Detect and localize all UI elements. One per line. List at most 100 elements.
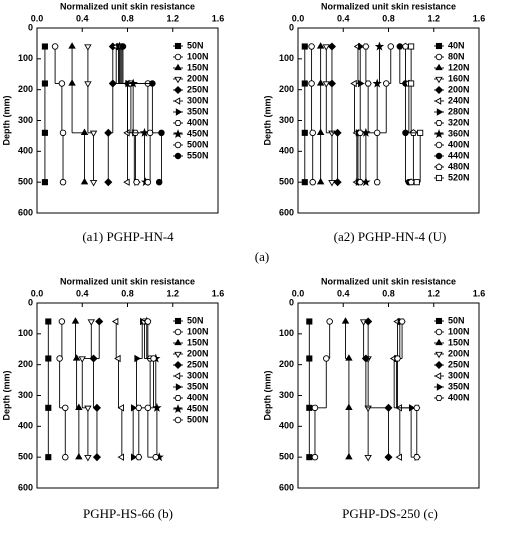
legend-label: 150N — [187, 337, 209, 347]
marker — [41, 80, 48, 87]
marker — [59, 129, 67, 137]
marker — [373, 178, 381, 186]
marker — [80, 177, 89, 185]
y-tick-label: 600 — [18, 207, 33, 217]
legend-marker — [434, 360, 444, 370]
legend-label: 520N — [448, 172, 470, 182]
legend-label: 400N — [187, 392, 209, 402]
marker — [41, 129, 48, 136]
y-tick-label: 100 — [279, 328, 294, 338]
y-tick-label: 0 — [289, 22, 294, 32]
x-tick-label: 0.0 — [292, 288, 305, 298]
legend-marker — [173, 129, 183, 138]
marker — [328, 180, 336, 187]
legend-label: 250N — [187, 84, 209, 94]
legend-label: 500N — [187, 414, 209, 424]
legend-marker — [435, 63, 443, 71]
legend-label: 300N — [187, 95, 209, 105]
legend-label: 150N — [187, 62, 209, 72]
marker — [327, 79, 336, 88]
y-tick-label: 400 — [18, 421, 33, 431]
x-tick-label: 0.8 — [382, 288, 395, 298]
marker — [326, 318, 333, 325]
marker — [306, 404, 313, 411]
x-axis-title: Normalized unit skin resistance — [60, 276, 195, 286]
marker — [306, 355, 313, 362]
y-tick-label: 500 — [279, 177, 294, 187]
marker — [396, 43, 404, 50]
legend-label: 300N — [448, 370, 470, 380]
marker — [316, 79, 325, 86]
legend-label: 40N — [448, 40, 465, 50]
marker — [62, 453, 69, 461]
legend-label: 250N — [187, 359, 209, 369]
marker — [131, 404, 138, 412]
x-tick-label: 0.4 — [76, 288, 89, 298]
marker — [345, 452, 353, 460]
legend-marker — [435, 174, 443, 182]
marker — [62, 404, 69, 412]
legend-marker — [436, 108, 444, 116]
marker — [45, 318, 52, 325]
marker — [144, 318, 152, 325]
y-axis-title: Depth (mm) — [1, 96, 11, 146]
y-tick-label: 200 — [279, 84, 294, 94]
legend-label: 100N — [187, 51, 209, 61]
marker — [152, 453, 160, 461]
legend-marker — [173, 404, 183, 413]
marker — [149, 80, 156, 87]
x-axis-title: Normalized unit skin resistance — [321, 276, 456, 286]
marker — [311, 404, 319, 412]
marker — [322, 44, 331, 51]
marker — [87, 319, 96, 326]
marker — [322, 81, 331, 88]
x-tick-label: 1.6 — [473, 13, 486, 23]
y-tick-label: 400 — [279, 146, 294, 156]
marker — [131, 453, 138, 461]
y-tick-label: 500 — [18, 177, 33, 187]
marker — [316, 128, 325, 135]
legend-label: 300N — [187, 370, 209, 380]
marker — [323, 355, 330, 362]
legend-marker — [434, 85, 444, 95]
marker — [413, 179, 420, 186]
marker — [345, 403, 353, 410]
legend-marker — [174, 328, 182, 336]
legend-marker — [174, 317, 182, 325]
marker — [133, 179, 141, 186]
marker — [356, 129, 364, 136]
marker — [316, 42, 325, 49]
marker — [362, 43, 370, 50]
y-tick-label: 200 — [18, 359, 33, 369]
y-tick-label: 100 — [18, 328, 33, 338]
marker — [78, 356, 86, 363]
legend-marker — [435, 53, 443, 61]
marker — [92, 403, 101, 412]
legend-label: 320N — [448, 117, 470, 127]
legend-label: 280N — [448, 106, 470, 116]
marker — [84, 44, 92, 51]
x-tick-label: 0.0 — [31, 13, 44, 23]
marker — [84, 405, 92, 413]
y-tick-label: 500 — [279, 452, 294, 462]
marker — [155, 178, 163, 186]
marker — [111, 317, 119, 326]
figure-label: (a) — [255, 249, 269, 264]
legend-label: 450N — [187, 128, 209, 138]
y-tick-label: 300 — [18, 390, 33, 400]
marker — [333, 178, 342, 187]
x-tick-label: 1.6 — [473, 288, 486, 298]
marker — [45, 355, 52, 362]
marker — [407, 178, 415, 186]
marker — [301, 129, 308, 136]
marker — [158, 129, 165, 137]
marker — [413, 454, 421, 461]
x-tick-label: 1.6 — [212, 288, 225, 298]
legend-label: 440N — [448, 150, 470, 160]
y-tick-label: 500 — [18, 452, 33, 462]
legend-marker — [435, 42, 443, 50]
y-axis-title: Depth (mm) — [262, 371, 272, 421]
legend-marker — [174, 394, 182, 402]
marker — [372, 78, 382, 88]
